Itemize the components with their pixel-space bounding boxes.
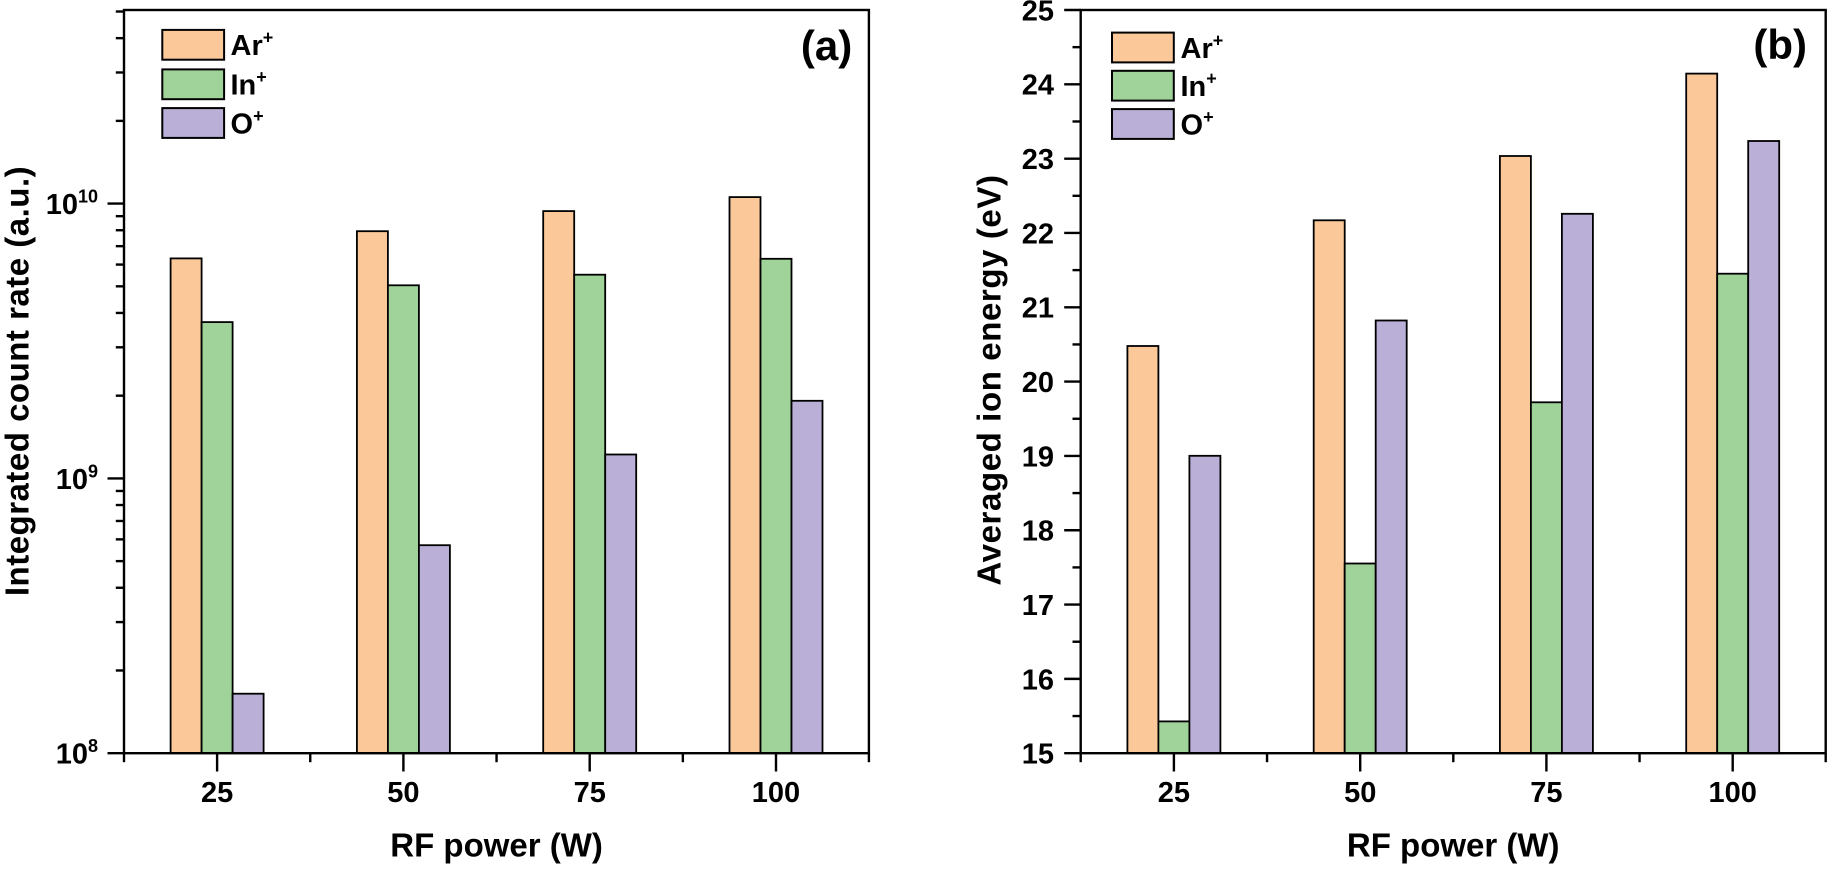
svg-text:25: 25 — [1158, 777, 1190, 809]
svg-text:In+: In+ — [1181, 69, 1217, 104]
svg-text:18: 18 — [1022, 516, 1054, 548]
svg-text:(a): (a) — [801, 22, 852, 69]
svg-text:In+: In+ — [231, 67, 267, 102]
svg-text:16: 16 — [1022, 664, 1054, 696]
svg-text:RF power (W): RF power (W) — [390, 827, 603, 864]
svg-text:RF power (W): RF power (W) — [1347, 827, 1560, 864]
svg-text:109: 109 — [56, 461, 98, 496]
svg-text:75: 75 — [574, 777, 606, 809]
svg-text:50: 50 — [1344, 777, 1376, 809]
svg-text:24: 24 — [1022, 70, 1054, 102]
svg-text:O+: O+ — [231, 106, 264, 141]
svg-text:21: 21 — [1022, 293, 1054, 325]
svg-text:75: 75 — [1530, 777, 1562, 809]
svg-text:25: 25 — [201, 777, 233, 809]
svg-text:22: 22 — [1022, 218, 1054, 250]
svg-text:100: 100 — [1709, 777, 1757, 809]
svg-text:50: 50 — [387, 777, 419, 809]
svg-text:Averaged ion energy (eV): Averaged ion energy (eV) — [971, 174, 1008, 585]
svg-text:15: 15 — [1022, 739, 1054, 771]
svg-text:Ar+: Ar+ — [231, 28, 274, 63]
svg-text:17: 17 — [1022, 590, 1054, 622]
svg-text:1010: 1010 — [46, 187, 98, 222]
svg-text:20: 20 — [1022, 367, 1054, 399]
svg-text:(b): (b) — [1753, 21, 1807, 68]
svg-text:19: 19 — [1022, 441, 1054, 473]
svg-text:O+: O+ — [1181, 107, 1214, 142]
svg-text:Integrated count rate (a.u.): Integrated count rate (a.u.) — [0, 166, 36, 596]
svg-text:25: 25 — [1022, 0, 1054, 27]
svg-text:23: 23 — [1022, 144, 1054, 176]
svg-text:Ar+: Ar+ — [1181, 30, 1224, 65]
svg-text:108: 108 — [56, 736, 98, 771]
svg-text:100: 100 — [752, 777, 800, 809]
